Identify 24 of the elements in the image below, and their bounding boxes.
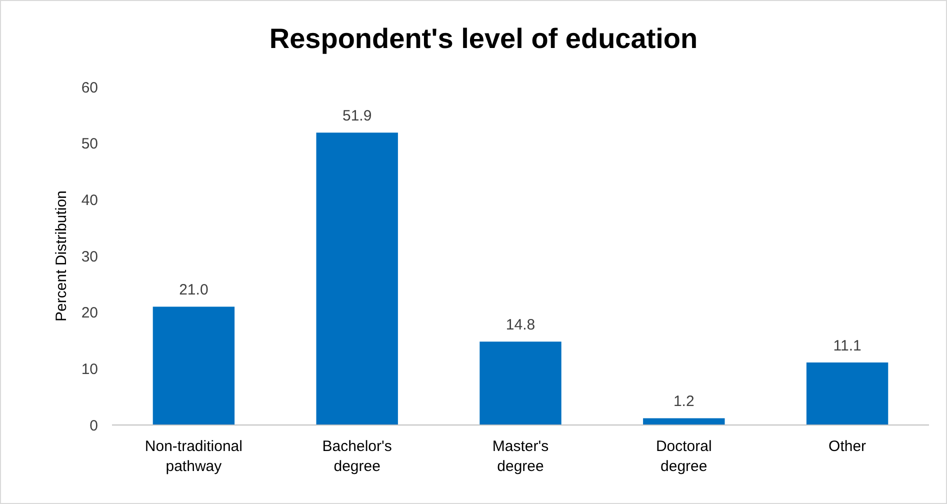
y-tick-label: 60 (81, 79, 98, 96)
data-label: 11.1 (833, 337, 862, 354)
data-label: 21.0 (179, 282, 208, 299)
bar (480, 342, 562, 425)
x-tick-label: Non-traditional pathway (144, 438, 242, 475)
x-tick-label: Doctoral degree (656, 438, 712, 475)
x-tick-label: Bachelor's degree (322, 438, 392, 475)
y-axis-title: Percent Distribution (53, 190, 70, 322)
data-label: 51.9 (342, 108, 372, 125)
y-tick-label: 30 (81, 248, 98, 266)
y-tick-label: 10 (81, 360, 98, 378)
chart-title: Respondent's level of education (269, 23, 698, 54)
bar (643, 418, 725, 425)
bar (316, 132, 398, 425)
y-tick-label: 20 (81, 304, 98, 322)
bar (806, 362, 888, 425)
data-label: 1.2 (673, 393, 694, 410)
data-label: 14.8 (506, 316, 536, 334)
y-tick-label: 40 (81, 192, 98, 209)
y-tick-label: 50 (81, 136, 98, 153)
bar (152, 306, 235, 425)
x-tick-label: Master's degree (492, 438, 549, 475)
x-tick-label: Other (828, 438, 866, 455)
y-tick-label: 0 (90, 417, 98, 434)
